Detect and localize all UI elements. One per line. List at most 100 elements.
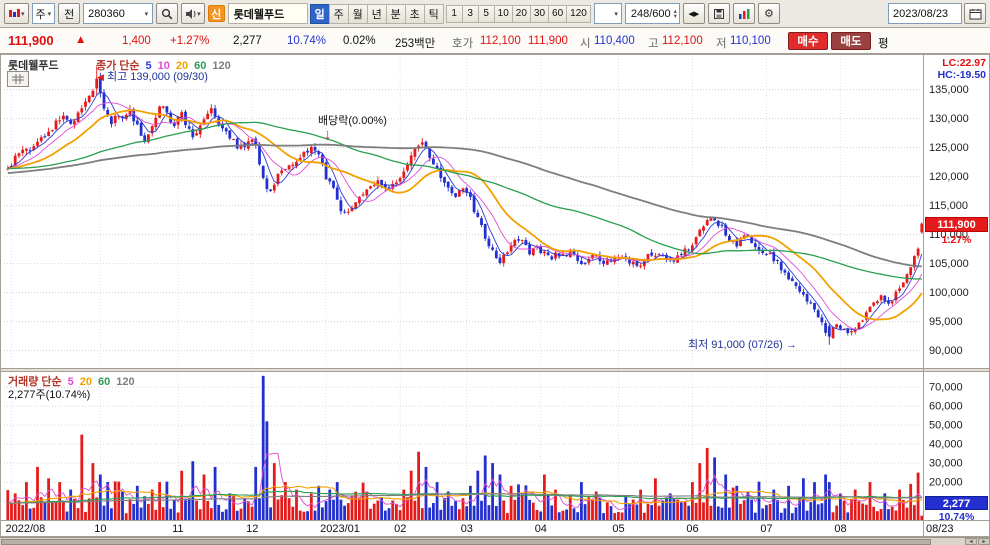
stock-code-input[interactable]: 280360 ▾ bbox=[83, 3, 154, 24]
interval-30[interactable]: 30 bbox=[529, 4, 550, 23]
tab-초[interactable]: 초 bbox=[404, 3, 425, 24]
chart-settings-icon bbox=[738, 8, 750, 19]
calendar-icon bbox=[969, 8, 981, 19]
prev-next-button[interactable]: ◀▶ bbox=[682, 3, 705, 24]
tab-틱[interactable]: 틱 bbox=[423, 3, 444, 24]
bid-price: 111,900 bbox=[528, 35, 568, 47]
chevron-down-icon: ▾ bbox=[144, 10, 149, 18]
volume-tick: 20,000 bbox=[929, 477, 963, 489]
bar-counter-value: 248/600 bbox=[630, 7, 671, 20]
low-arrow-icon: → bbox=[785, 339, 797, 351]
new-stock-badge: 신 bbox=[207, 5, 225, 22]
settings-button[interactable]: ⚙ bbox=[757, 3, 780, 24]
interval-3[interactable]: 3 bbox=[461, 4, 479, 23]
sell-button[interactable]: 매도 bbox=[831, 32, 871, 50]
high-annotation: ◀ 최고 139,000 (09/30) bbox=[97, 68, 208, 84]
price-tick: 115,000 bbox=[929, 200, 968, 212]
save-button[interactable] bbox=[707, 3, 730, 24]
avg-label: 평 bbox=[878, 38, 889, 50]
open-label: 시 bbox=[580, 38, 591, 50]
volume-ratio: 10.74% bbox=[287, 35, 327, 47]
price-tick: 100,000 bbox=[929, 287, 969, 299]
date-field[interactable]: 2023/08/23 bbox=[888, 3, 962, 24]
grid-layer: 90,000 95,000 100,000 105,000 110,000 115,000… bbox=[4, 56, 969, 535]
bar-counter[interactable]: 248/600 ▴ ▾ bbox=[624, 3, 680, 24]
price-ma-legend: 종가 단순 5 10 20 60 120 bbox=[96, 57, 231, 73]
open-price: 110,400 bbox=[594, 35, 635, 47]
spinner-icon[interactable]: ▴ ▾ bbox=[673, 7, 677, 20]
date-label: 07 bbox=[760, 523, 772, 535]
turnover-ratio: 0.02% bbox=[343, 35, 376, 47]
interval-120[interactable]: 120 bbox=[566, 4, 591, 23]
ma-period-120: 120 bbox=[116, 376, 135, 388]
low-price: 110,100 bbox=[730, 35, 771, 47]
gear-icon: ⚙ bbox=[763, 8, 774, 20]
ask-price: 112,100 bbox=[480, 35, 521, 47]
buy-button[interactable]: 매수 bbox=[788, 32, 828, 50]
tab-분[interactable]: 분 bbox=[385, 3, 406, 24]
scroll-left-icon[interactable]: ◂ bbox=[965, 538, 977, 545]
date-label: 03 bbox=[461, 523, 473, 535]
period-combo[interactable]: 주 ▾ bbox=[31, 3, 56, 24]
ex-dividend-annotation: 배당락(0.00%) bbox=[318, 115, 387, 127]
ex-dividend-arrow-icon: ↓ bbox=[324, 126, 332, 143]
scrollbar-thumb[interactable] bbox=[1, 539, 931, 545]
price-tick: 125,000 bbox=[929, 142, 969, 154]
candles-layer bbox=[6, 66, 924, 345]
hoga-label: 호가 bbox=[452, 38, 474, 50]
window-menu-button[interactable]: ▾ bbox=[4, 3, 29, 24]
ma-period-10: 10 bbox=[157, 60, 170, 72]
high-arrow-icon: ◀ bbox=[97, 72, 104, 82]
interval-1[interactable]: 1 bbox=[445, 4, 463, 23]
chart-scrollbar[interactable]: ◂ ▸ bbox=[0, 537, 990, 545]
interval-60[interactable]: 60 bbox=[548, 4, 568, 23]
low-annotation-text: 최저 91,000 (07/26) bbox=[688, 339, 783, 351]
low-annotation: 최저 91,000 (07/26) → bbox=[688, 336, 797, 352]
jeon-button[interactable]: 전 bbox=[58, 3, 81, 24]
chevron-down-icon: ▾ bbox=[47, 10, 52, 18]
volume-tick: 40,000 bbox=[929, 439, 963, 451]
scroll-right-icon[interactable]: ▸ bbox=[978, 538, 990, 545]
stock-name-field[interactable]: 롯데웰푸드 bbox=[227, 3, 308, 24]
price-tick: 110,000 bbox=[929, 229, 968, 241]
calendar-button[interactable] bbox=[964, 3, 986, 24]
indicator-grid-button[interactable] bbox=[7, 71, 29, 87]
quote-bar: 111,900 ▲ 1,400 +1.27% 2,277 10.74% 0.02… bbox=[0, 28, 990, 54]
date-label: 08 bbox=[834, 523, 846, 535]
chart-type-combo[interactable]: ▾ bbox=[593, 3, 622, 24]
search-button[interactable] bbox=[156, 3, 179, 24]
sound-button[interactable]: ▾ bbox=[181, 3, 205, 24]
price-change-pct: +1.27% bbox=[170, 35, 210, 47]
high-price: 112,100 bbox=[662, 35, 703, 47]
candlestick-chart[interactable]: 90,000 95,000 100,000 105,000 110,000 115,000… bbox=[0, 54, 990, 537]
up-arrow-icon: ▲ bbox=[75, 34, 87, 46]
ma-period-5: 5 bbox=[67, 376, 74, 388]
ma-period-5: 5 bbox=[145, 60, 152, 72]
stock-code-value: 280360 bbox=[88, 7, 125, 20]
tab-년[interactable]: 년 bbox=[366, 3, 387, 24]
tab-주[interactable]: 주 bbox=[328, 3, 349, 24]
tab-일[interactable]: 일 bbox=[309, 3, 330, 24]
chart-settings-button[interactable] bbox=[732, 3, 755, 24]
high-annotation-text: 최고 139,000 (09/30) bbox=[106, 71, 208, 83]
ma-period-60: 60 bbox=[194, 60, 207, 72]
volume-tick: 30,000 bbox=[929, 458, 963, 470]
tab-월[interactable]: 월 bbox=[347, 3, 368, 24]
interval-20[interactable]: 20 bbox=[511, 4, 531, 23]
price-tick: 105,000 bbox=[929, 258, 969, 270]
volume-tick: 60,000 bbox=[929, 401, 963, 413]
price-change: 1,400 bbox=[122, 35, 151, 47]
volume-legend-label: 거래량 단순 bbox=[8, 376, 62, 388]
ma-period-60: 60 bbox=[98, 376, 111, 388]
chart-stock-label: 롯데웰푸드 bbox=[8, 60, 59, 72]
interval-10[interactable]: 10 bbox=[493, 4, 513, 23]
trade-amount: 253백만 bbox=[395, 38, 436, 50]
search-icon bbox=[162, 8, 173, 19]
volume-ma-layer bbox=[7, 452, 923, 510]
price-tick: 120,000 bbox=[929, 171, 969, 183]
interval-5[interactable]: 5 bbox=[477, 4, 495, 23]
low-label: 저 bbox=[716, 38, 727, 50]
chart-area[interactable]: 90,000 95,000 100,000 105,000 110,000 115,000… bbox=[0, 54, 990, 537]
interval-buttons: 1 3 5 10 20 30 60 120 bbox=[445, 4, 591, 23]
